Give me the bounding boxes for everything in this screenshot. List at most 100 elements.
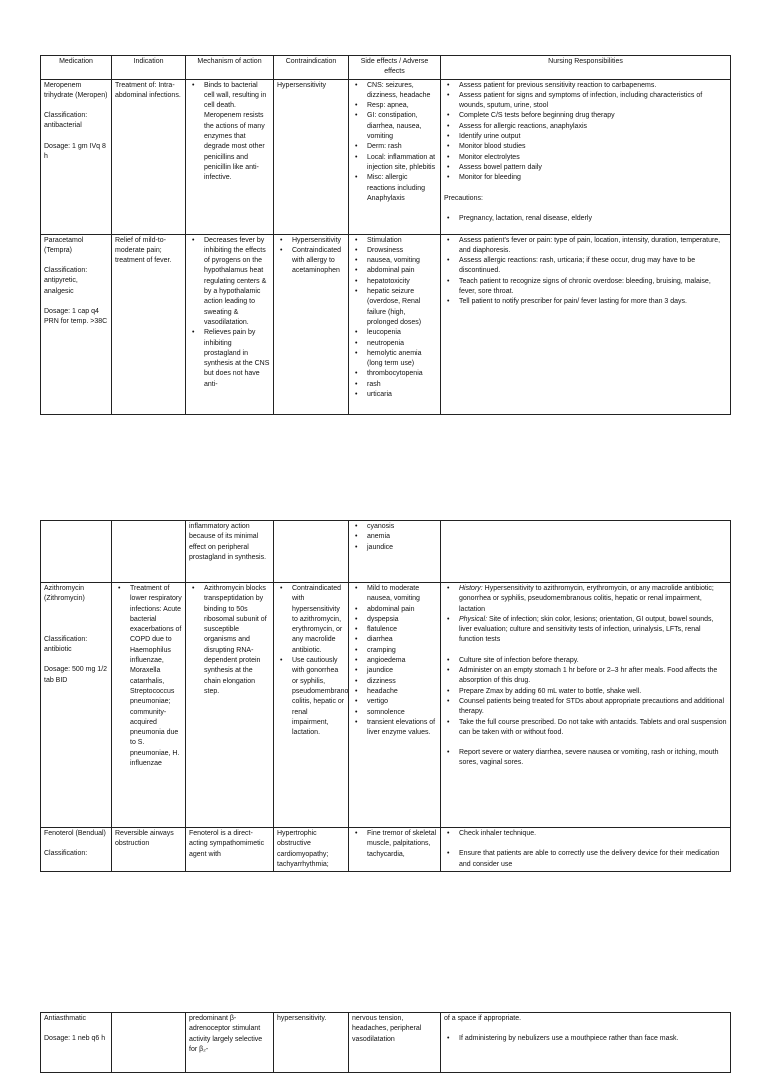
cell-text: Fenoterol (Bendual) [44,830,106,837]
table-row: Antiasthmatic Dosage: 1 neb q6 h predomina… [40,1012,731,1073]
cell-text: Treatment of: Intra-abdominal infections… [115,81,181,99]
list-item: Misc: allergic reactions including Anaph… [352,173,437,204]
bullet-list: HypersensitivityContraindicated with all… [277,236,345,277]
list-item: Local: inflammation at injection site, p… [352,153,437,174]
cell-side-effects: CNS: seizures, dizziness, headacheResp: … [348,78,441,235]
bullet-list: StimulationDrowsinessnausea, vomitingabd… [352,236,437,401]
cell-text: Nursing Responsibilities [548,58,623,65]
list-item: Assess patient's fever or pain: type of … [444,236,727,257]
cell-indication [111,520,186,583]
bullet-list: Check inhaler technique. [444,829,727,840]
cell-mechanism: Fenoterol is a direct-acting sympathomim… [185,826,274,873]
list-item: Resp: apnea, [352,101,437,112]
cell-text: nervous tension, headaches, peripheral v… [352,1015,422,1043]
list-item: GI: constipation, diarrhea, nausea, vomi… [352,111,437,142]
cell-indication: Treatment of lower respiratory infection… [111,582,186,828]
header-medication: Medication [40,55,112,80]
list-item: flatulence [352,625,437,636]
list-item: If administering by nebulizers use a mou… [444,1034,727,1045]
list-item: neutropenia [352,339,437,350]
cell-text [44,615,108,625]
cell-text: predominant β-adrenoceptor stimulant act… [189,1015,263,1053]
cell-nursing-responsibilities: of a space if appropriate. If administeri… [440,1012,731,1073]
cell-text: Hypertrophic obstructive cardiomyopathy;… [277,830,329,868]
table-row: Meropenem trihydrate (Meropen) Classifica… [40,78,731,235]
cell-medication: Fenoterol (Bendual) Classification: [40,826,112,873]
cell-side-effects: Fine tremor of skeletal muscle, palpitat… [348,826,441,873]
cell-text: Classification: antibiotic [44,635,88,654]
cell-text: Classification: antibacterial [44,112,88,130]
list-item: Hypersensitivity [277,236,345,247]
list-item: Assess patient for previous sensitivity … [444,81,727,92]
list-item: hemolytic anemia (long term use) [352,349,437,370]
drug-table-page-1: Medication Indication Mechanism of action C… [40,55,731,415]
list-item: Assess patient for signs and symptoms of… [444,91,727,112]
list-item: Monitor for bleeding [444,173,727,184]
list-item: Complete C/S tests before beginning drug… [444,111,727,122]
table-row: Fenoterol (Bendual) Classification: Revers… [40,826,731,873]
cell-medication: Meropenem trihydrate (Meropen) Classifica… [40,78,112,235]
table-row: Paracetamol (Tempra) Classification: anti… [40,233,731,415]
list-item: Fine tremor of skeletal muscle, palpitat… [352,829,437,860]
list-item: Mild to moderate nausea, vomiting [352,584,437,605]
cell-text: Hypersensitivity [277,81,327,89]
list-item: abdominal pain [352,605,437,616]
list-item: Check inhaler technique. [444,829,727,840]
table-row: Azithromycin (Zithromycin) Classificatio… [40,582,731,828]
cell-indication: Reversible airways obstruction [111,826,186,873]
list-item: urticaria [352,390,437,401]
header-mechanism: Mechanism of action [185,55,274,80]
table-row: inflammatory action because of its minim… [40,520,731,583]
list-item: vertigo [352,697,437,708]
cell-text: Dosage: 1 neb q6 h [44,1035,106,1043]
list-item: Report severe or watery diarrhea, severe… [444,748,727,769]
cell-medication: Azithromycin (Zithromycin) Classificatio… [40,582,112,828]
list-item: Identify urine output [444,132,727,143]
cell-text: Contraindication [285,58,337,65]
drug-table-page-3: Antiasthmatic Dosage: 1 neb q6 h predomina… [40,1012,731,1073]
list-item: Administer on an empty stomach 1 hr befo… [444,666,727,687]
list-item: Stimulation [352,236,437,247]
cell-nursing-responsibilities: Assess patient's fever or pain: type of … [440,233,731,415]
bullet-list: Contraindicated with hypersensitivity to… [277,584,348,738]
cell-text: Relief of mild-to-moderate pain; treatme… [115,236,172,265]
cell-mechanism: Decreases fever by inhibiting the effect… [185,233,274,415]
list-item: Culture site of infection before therapy… [444,656,727,667]
list-item: jaundice [352,543,437,554]
bullet-list: Treatment of lower respiratory infection… [115,584,182,769]
cell-text: Meropenem trihydrate (Meropen) [44,81,108,99]
list-item: Monitor electrolytes [444,153,727,164]
list-item: dizziness [352,677,437,688]
list-item: Contraindicated with allergy to acetamin… [277,246,345,277]
cell-text: Antiasthmatic [44,1015,87,1022]
cell-nursing-responsibilities: History: Hypersensitivity to azithromyci… [440,582,731,828]
cell-nursing-responsibilities: Check inhaler technique. Ensure that pati… [440,826,731,873]
item-text: Site of infection; skin color, lesions; … [459,615,714,644]
cell-text: Azithromycin (Zithromycin) [44,585,85,603]
item-label: History: [459,585,483,592]
list-item: nausea, vomiting [352,256,437,267]
list-item: cramping [352,646,437,657]
list-item: hepatotoxicity [352,277,437,288]
cell-text: Side effects / Adverse effects [360,58,429,76]
list-item: Decreases fever by inhibiting the effect… [189,236,270,329]
list-item: Assess bowel pattern daily [444,163,727,174]
cell-text: Classification: antipyretic, analgesic [44,267,88,295]
list-item: thrombocytopenia [352,369,437,380]
cell-text: Reversible airways obstruction [115,830,174,848]
bullet-list: Assess patient's fever or pain: type of … [444,236,727,308]
cell-indication: Relief of mild-to-moderate pain; treatme… [111,233,186,415]
cell-mechanism: Azithromycin blocks transpeptidation by … [185,582,274,828]
list-item: angioedema [352,656,437,667]
list-item: dyspepsia [352,615,437,626]
cell-nursing-responsibilities: Assess patient for previous sensitivity … [440,78,731,235]
bullet-list: If administering by nebulizers use a mou… [444,1034,727,1045]
cell-contraindication: Contraindicated with hypersensitivity to… [273,582,349,828]
list-item: Physical: Site of infection; skin color,… [444,615,727,646]
cell-contraindication: Hypertrophic obstructive cardiomyopathy;… [273,826,349,873]
cell-mechanism: predominant β-adrenoceptor stimulant act… [185,1012,274,1073]
list-item: rash [352,380,437,391]
bullet-list: Mild to moderate nausea, vomitingabdomin… [352,584,437,738]
list-item: Pregnancy, lactation, renal disease, eld… [444,214,727,225]
list-item: Use cautiously with gonorrhea or syphili… [277,656,348,738]
